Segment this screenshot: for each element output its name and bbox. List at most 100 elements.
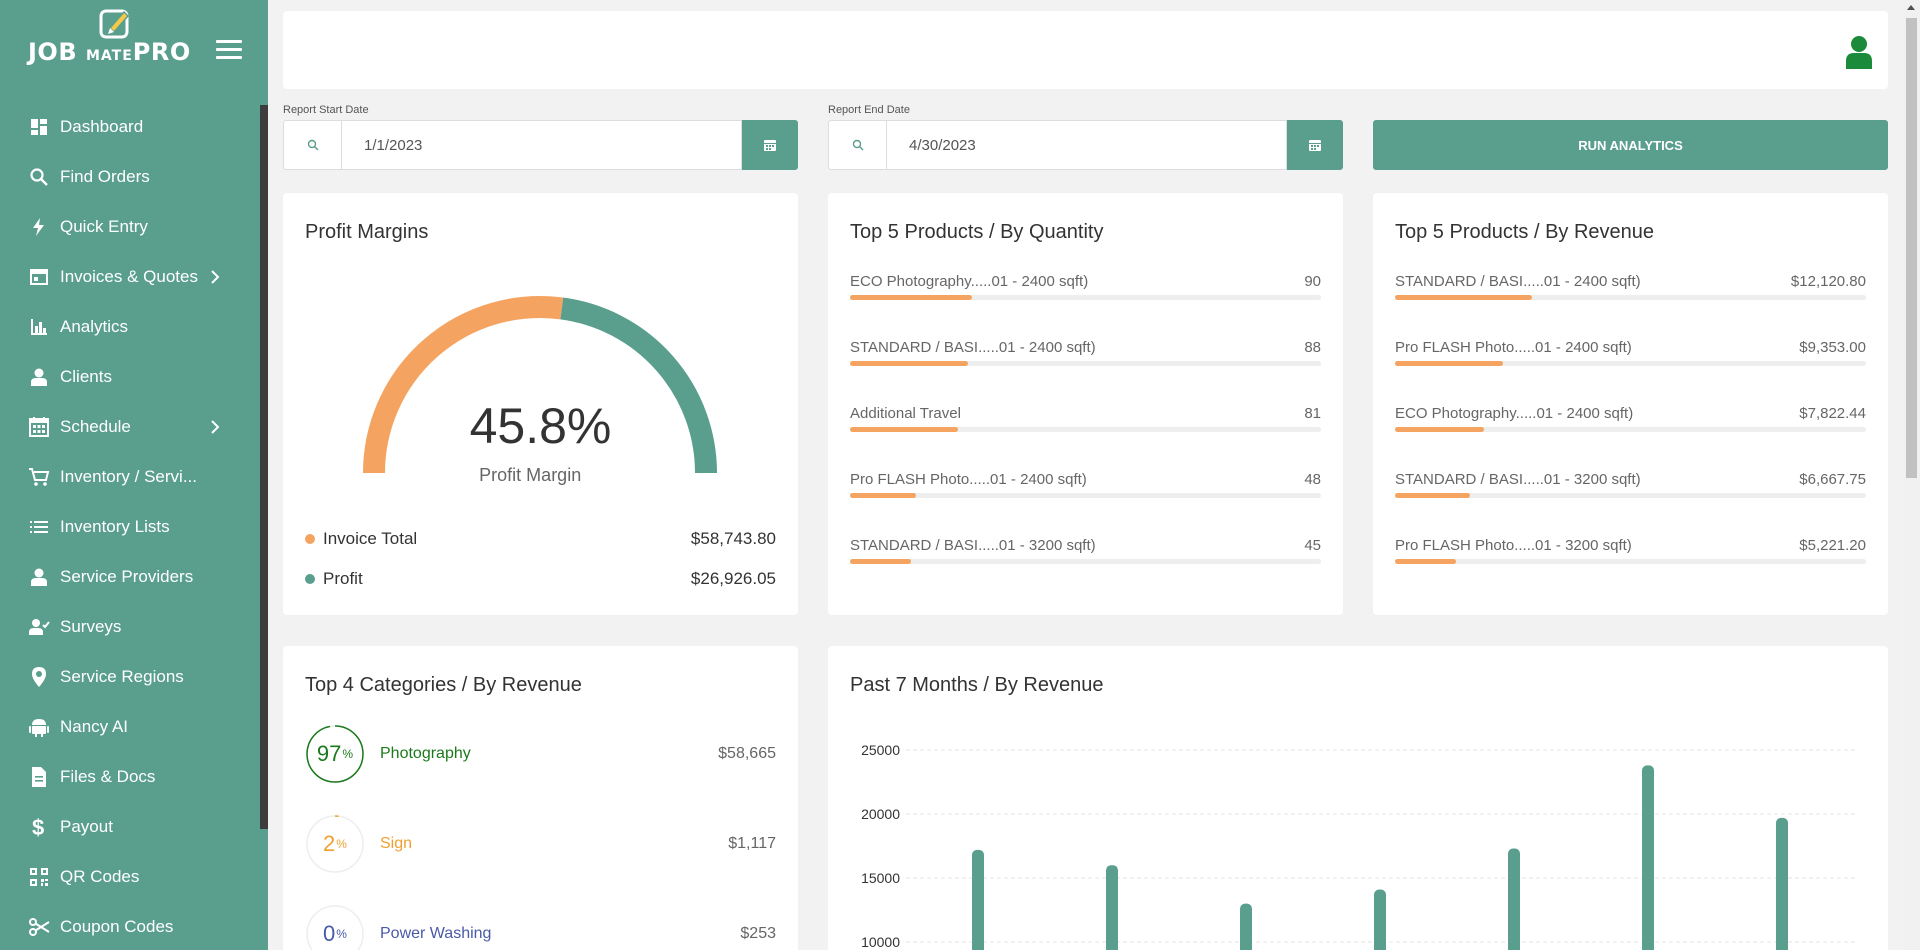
edit-logo-icon [99,9,130,39]
sidebar-item-label: Payout [60,817,113,836]
dashboard-icon [28,116,50,138]
sidebar-item-clients[interactable]: Clients [0,352,260,402]
sidebar-item-label: Find Orders [60,167,150,186]
revenue-bar[interactable] [1508,848,1520,950]
sidebar-item-qr-codes[interactable]: QR Codes [0,852,260,902]
user-account-icon[interactable] [1844,35,1874,69]
revenue-bar[interactable] [1106,865,1118,950]
category-value: $58,665 [718,745,776,762]
sidebar-item-label: Nancy AI [60,717,129,736]
product-value: 90 [1304,273,1321,290]
sidebar-item-label: Files & Docs [60,767,156,786]
sidebar-item-invoices-quotes[interactable]: Invoices & Quotes [0,252,260,302]
top-products-quantity-card: Top 5 Products / By Quantity ECO Photogr… [828,193,1343,615]
product-value: 45 [1304,537,1321,554]
product-progress-track [850,493,1321,498]
product-row: Pro FLASH Photo.....01 - 3200 sqft) $5,22… [1395,537,1866,577]
sidebar-item-analytics[interactable]: Analytics [0,302,260,352]
sidebar-item-inventory-lists[interactable]: Inventory Lists [0,502,260,552]
profit-gauge [363,296,717,474]
chevron-right-icon[interactable] [206,418,224,436]
sidebar-item-surveys[interactable]: Surveys [0,602,260,652]
sidebar-item-find-orders[interactable]: Find Orders [0,152,260,202]
product-name: Additional Travel [850,405,961,422]
sidebar-item-label: QR Codes [60,867,140,886]
start-date-input[interactable] [341,120,742,170]
sidebar-scrollbar[interactable] [260,105,268,829]
end-date-label: Report End Date [828,104,910,116]
product-value: $5,221.20 [1799,537,1866,554]
page-scrollbar[interactable] [1903,0,1920,950]
product-progress-track [1395,295,1866,300]
end-date-calendar-button[interactable] [1287,120,1343,170]
revenue-bar[interactable] [1642,765,1654,950]
sidebar-item-label: Analytics [60,317,129,336]
calendar-icon [764,140,776,151]
revenue-bar[interactable] [1240,903,1252,950]
brand-logo[interactable]: JOB MATEPRO [28,0,208,70]
revenue-bar[interactable] [972,849,984,950]
sidebar-item-label: Dashboard [60,117,144,136]
revenue-bar[interactable] [1374,889,1386,950]
sidebar-item-payout[interactable]: $ Payout [0,802,260,852]
category-percent-ring: 2% [305,814,365,874]
revenue-bar-chart: 25000 20000 15000 10000 [861,742,1858,950]
bar-chart-icon [28,316,50,338]
document-icon [28,766,50,788]
sidebar-item-label: Clients [60,367,112,386]
end-date-search-icon[interactable] [828,120,886,170]
category-percent-unit: % [336,927,347,941]
y-axis-tick-label: 20000 [861,806,900,822]
scissors-icon [28,916,50,938]
lightning-icon [28,216,50,238]
sidebar-item-service-regions[interactable]: Service Regions [0,652,260,702]
product-row: STANDARD / BASI.....01 - 2400 sqft) $12,1… [1395,273,1866,313]
android-icon [28,716,50,738]
sidebar-item-files-docs[interactable]: Files & Docs [0,752,260,802]
sidebar-item-quick-entry[interactable]: Quick Entry [0,202,260,252]
sidebar-item-schedule[interactable]: Schedule [0,402,260,452]
sidebar-item-service-providers[interactable]: Service Providers [0,552,260,602]
product-name: STANDARD / BASI.....01 - 2400 sqft) [850,339,1096,356]
people-icon [28,616,50,638]
product-progress-fill [850,427,959,432]
product-progress-fill [1395,559,1457,564]
sidebar-item-dashboard[interactable]: Dashboard [0,102,260,152]
menu-toggle-icon[interactable] [216,40,242,60]
end-date-input[interactable] [886,120,1287,170]
product-progress-track [1395,427,1866,432]
category-percent-ring: 0% [305,904,365,950]
product-progress-track [1395,559,1866,564]
start-date-calendar-button[interactable] [742,120,798,170]
calendar-icon [1309,140,1321,151]
product-name: Pro FLASH Photo.....01 - 2400 sqft) [850,471,1087,488]
product-progress-track [1395,361,1866,366]
sidebar-item-nancy-ai[interactable]: Nancy AI [0,702,260,752]
start-date-search-icon[interactable] [283,120,341,170]
invoice-icon [28,266,50,288]
product-progress-fill [850,295,973,300]
sidebar-item-label: Surveys [60,617,122,636]
run-analytics-button[interactable]: RUN ANALYTICS [1373,120,1888,170]
legend-invoice-total: Invoice Total $58,743.80 [305,527,776,551]
legend-value: $58,743.80 [690,529,776,548]
sidebar-item-inventory-servi[interactable]: Inventory / Servi... [0,452,260,502]
product-name: STANDARD / BASI.....01 - 3200 sqft) [1395,471,1641,488]
revenue-chart-title: Past 7 Months / By Revenue [850,674,1104,696]
category-percent: 2 [323,831,336,856]
category-percent-unit: % [342,747,354,761]
revenue-bar[interactable] [1776,817,1788,950]
sidebar-item-coupon-codes[interactable]: Coupon Codes [0,902,260,950]
sidebar-item-label: Service Regions [60,667,184,686]
y-axis-tick-label: 25000 [861,742,900,758]
product-progress-fill [1395,361,1504,366]
legend-value: $26,926.05 [690,569,776,588]
product-value: 88 [1304,339,1321,356]
page-scrollbar-thumb[interactable] [1906,18,1917,478]
sidebar-item-label: Quick Entry [60,217,148,236]
product-progress-fill [850,559,912,564]
chevron-right-icon[interactable] [206,268,224,286]
scroll-up-arrow-icon[interactable] [1907,5,1915,10]
category-row: 2% Sign $1,117 [305,814,776,874]
product-row: STANDARD / BASI.....01 - 2400 sqft) 88 [850,339,1321,379]
